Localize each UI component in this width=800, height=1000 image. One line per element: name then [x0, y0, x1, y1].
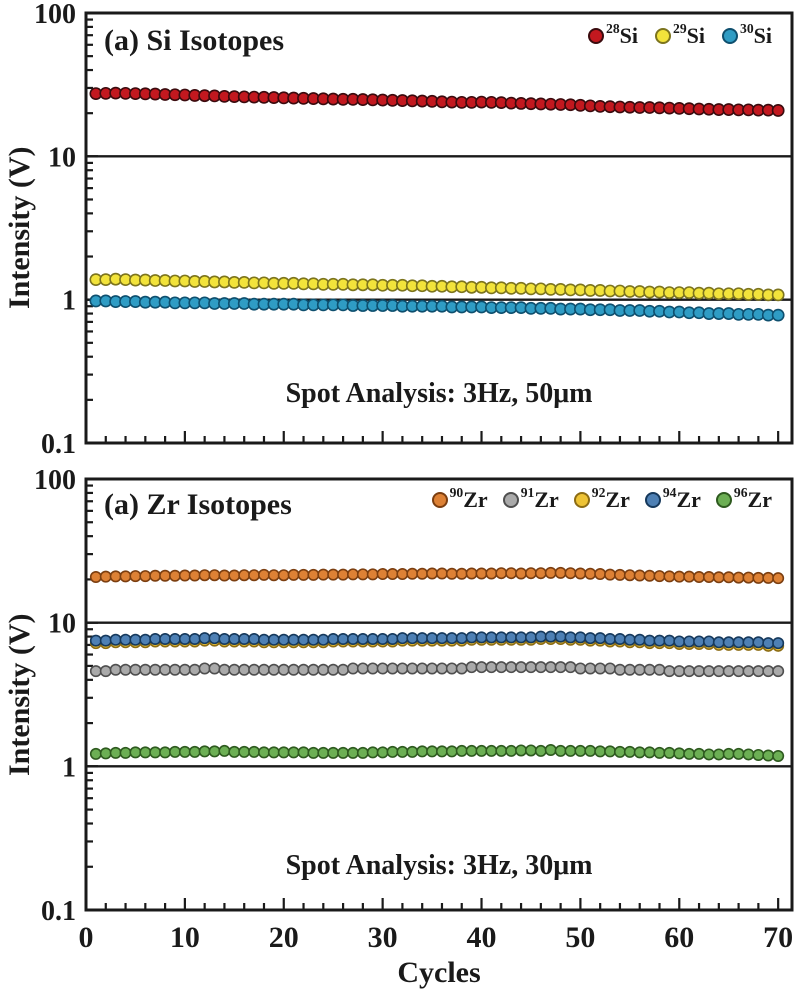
- panel2-y-axis-label: Intensity (V): [3, 613, 36, 776]
- panel2-title: (a) Zr Isotopes: [104, 488, 292, 521]
- panel2-legend: 90Zr 91Zr 92Zr 94Zr 96Zr: [431, 484, 772, 513]
- legend-item-si30: 30Si: [722, 20, 772, 49]
- legend-item-zr91: 91Zr: [502, 484, 559, 513]
- legend-element-zr91: Zr: [534, 487, 559, 512]
- panel1-title: (a) Si Isotopes: [104, 24, 285, 57]
- panel1-annotation: Spot Analysis: 3Hz, 50μm: [285, 378, 593, 409]
- x-tick-label: 40: [467, 921, 497, 954]
- x-tick-label: 30: [368, 921, 398, 954]
- y-tick-label: 100: [34, 465, 76, 496]
- legend-label-zr91: 91Zr: [520, 484, 559, 513]
- legend-element-zr96: Zr: [747, 487, 772, 512]
- panel-frame: [84, 477, 794, 912]
- legend-mass-si30: 30: [740, 20, 754, 36]
- data-point-28Si: [771, 104, 785, 117]
- zr90-marker-icon: [431, 492, 448, 508]
- legend-label-si30: 30Si: [740, 20, 772, 49]
- y-tick-label: 10: [48, 142, 76, 173]
- legend-element-zr94: Zr: [676, 487, 701, 512]
- series-28Si: [89, 86, 785, 117]
- legend-item-si29: 29Si: [655, 20, 706, 49]
- legend-item-zr92: 92Zr: [573, 484, 630, 513]
- series-30Si: [89, 294, 785, 322]
- legend-mass-zr90: 90: [449, 484, 464, 500]
- panel-1: 100 10 1 0.1: [34, 0, 794, 460]
- legend-mass-zr92: 92: [591, 484, 606, 500]
- x-tick-label: 70: [763, 921, 793, 954]
- zr91-marker-icon: [502, 492, 519, 508]
- y-tick-label: 1: [62, 286, 76, 317]
- series-90Zr: [89, 566, 785, 585]
- legend-item-si28: 28Si: [588, 20, 639, 49]
- data-point-29Si: [771, 288, 785, 302]
- y-tick-label: 100: [34, 0, 76, 30]
- data-point-30Si: [771, 308, 785, 322]
- legend-label-zr90: 90Zr: [449, 484, 488, 513]
- y-tick-label: 10: [48, 609, 76, 640]
- legend-element-si28: Si: [619, 23, 639, 48]
- data-point-96Zr: [772, 750, 785, 763]
- x-axis-label: Cycles: [397, 956, 481, 989]
- si29-marker-icon: [655, 28, 672, 44]
- panel2-annotation: Spot Analysis: 3Hz, 30μm: [285, 850, 593, 881]
- panel-2: 100 10 1 0.10 10 20 30 40 50 60 70: [34, 465, 794, 954]
- legend-element-zr90: Zr: [463, 487, 488, 512]
- legend-mass-zr96: 96: [733, 484, 748, 500]
- zr94-marker-icon: [644, 492, 661, 508]
- series-94Zr: [89, 630, 785, 650]
- panel1-y-axis-label: Intensity (V): [3, 146, 36, 310]
- legend-element-si30: Si: [753, 23, 772, 48]
- y-tick-label: 0.1: [41, 896, 76, 927]
- y-tick-label: 1: [62, 752, 76, 783]
- data-point-91Zr: [772, 665, 785, 678]
- si28-marker-icon: [588, 28, 605, 44]
- legend-label-zr94: 94Zr: [662, 484, 701, 513]
- data-point-90Zr: [772, 572, 785, 585]
- legend-label-zr92: 92Zr: [591, 484, 630, 513]
- zr96-marker-icon: [715, 492, 732, 508]
- si30-marker-icon: [722, 28, 739, 44]
- legend-label-si29: 29Si: [673, 20, 706, 49]
- legend-item-zr94: 94Zr: [644, 484, 701, 513]
- legend-mass-zr91: 91: [520, 484, 535, 500]
- panel-frame: [84, 11, 794, 445]
- legend-label-zr96: 96Zr: [733, 484, 772, 513]
- x-tick-label: 10: [170, 921, 200, 954]
- legend-mass-si29: 29: [673, 20, 687, 36]
- series-29Si: [89, 272, 785, 302]
- panel1-legend: 28Si 29Si 30Si: [588, 20, 772, 49]
- legend-item-zr90: 90Zr: [431, 484, 488, 513]
- y-tick-label: 0.1: [41, 429, 76, 460]
- zr92-marker-icon: [573, 492, 590, 508]
- x-tick-label: 50: [565, 921, 595, 954]
- legend-label-si28: 28Si: [606, 20, 639, 49]
- legend-mass-si28: 28: [606, 20, 620, 36]
- legend-element-si29: Si: [686, 23, 706, 48]
- series-91Zr: [89, 661, 785, 678]
- x-tick-label: 20: [269, 921, 299, 954]
- legend-element-zr92: Zr: [605, 487, 630, 512]
- x-tick-label: 60: [664, 921, 694, 954]
- legend-item-zr96: 96Zr: [715, 484, 772, 513]
- legend-mass-zr94: 94: [662, 484, 677, 500]
- series-96Zr: [89, 743, 785, 763]
- data-point-94Zr: [772, 637, 785, 650]
- x-tick-label: 0: [79, 921, 94, 954]
